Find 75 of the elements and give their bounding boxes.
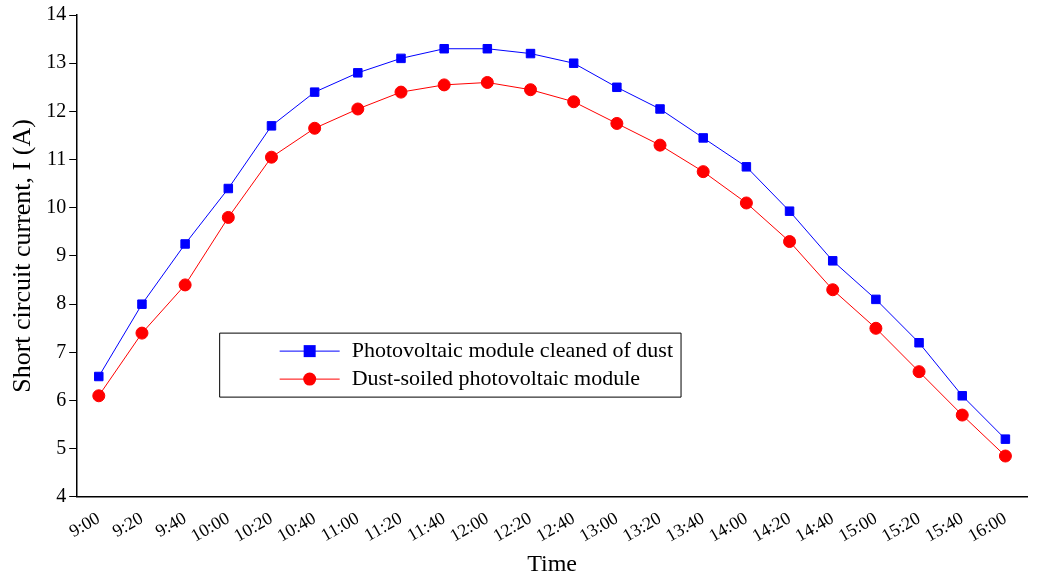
y-tick-label: 8 <box>56 291 67 314</box>
point <box>524 83 538 97</box>
y-tick-label: 11 <box>46 146 67 169</box>
point <box>394 85 408 99</box>
point <box>914 338 924 348</box>
x-tick-label: 12:20 <box>489 507 535 546</box>
point <box>396 53 406 64</box>
y-tick-label: 14 <box>46 2 67 25</box>
point <box>266 121 277 131</box>
point <box>653 138 667 152</box>
x-tick-label: 16:00 <box>964 507 1010 546</box>
x-tick-label: 9:00 <box>65 507 104 541</box>
point <box>955 408 969 422</box>
point <box>568 58 579 68</box>
point <box>610 116 624 130</box>
point <box>221 210 235 224</box>
x-tick-label: 10:40 <box>273 507 320 546</box>
y-tick-label: 4 <box>56 484 67 507</box>
point <box>480 75 494 89</box>
x-tick-label: 9:40 <box>151 507 190 541</box>
point <box>92 389 106 403</box>
point <box>567 95 581 109</box>
point <box>957 391 967 401</box>
point <box>439 44 449 54</box>
y-tick-label: 12 <box>46 98 67 121</box>
point <box>525 48 536 59</box>
point <box>871 294 881 305</box>
y-tick-label: 9 <box>56 243 67 266</box>
x-tick-label: 14:20 <box>748 507 794 546</box>
point <box>741 162 752 172</box>
point <box>223 183 234 194</box>
x-tick-label: 15:40 <box>921 507 967 546</box>
point <box>351 102 365 116</box>
x-tick-label: 10:20 <box>230 507 276 546</box>
point <box>308 121 322 135</box>
legend-label: Dust-soiled photovoltaic module <box>351 364 641 390</box>
point <box>739 196 753 210</box>
x-tick-label: 11:40 <box>403 507 449 546</box>
point <box>180 239 190 249</box>
point <box>696 165 710 179</box>
x-axis-title: Time <box>527 549 578 576</box>
y-tick-label: 7 <box>56 339 67 362</box>
point <box>612 82 622 93</box>
point <box>309 87 320 97</box>
y-tick-label: 10 <box>46 195 67 218</box>
point <box>264 150 278 164</box>
point <box>437 78 451 92</box>
point <box>1000 434 1011 444</box>
point <box>783 235 797 249</box>
x-tick-label: 9:20 <box>108 507 147 541</box>
x-tick-label: 12:00 <box>446 507 492 546</box>
x-tick-label: 13:40 <box>662 507 708 546</box>
y-tick-label: 13 <box>46 50 67 73</box>
y-tick-label: 6 <box>56 387 67 410</box>
point <box>178 278 192 292</box>
legend-label: Photovoltaic module cleaned of dust <box>351 336 674 362</box>
x-tick-label: 10:00 <box>187 507 233 546</box>
point <box>353 68 363 78</box>
point <box>784 206 795 216</box>
x-tick-label: 11:00 <box>317 507 363 546</box>
x-tick-label: 14:00 <box>705 507 751 546</box>
point <box>94 371 104 382</box>
y-axis-title: Short circuit current, I (A) <box>7 119 37 393</box>
x-tick-label: 11:20 <box>360 507 406 546</box>
point <box>137 299 147 309</box>
point <box>827 256 838 266</box>
point <box>655 104 665 114</box>
point <box>698 133 708 143</box>
point <box>482 44 493 54</box>
point <box>912 365 926 379</box>
point <box>135 326 149 340</box>
point <box>998 449 1012 463</box>
y-tick-label: 5 <box>56 436 67 459</box>
point <box>869 321 883 335</box>
point <box>826 283 840 297</box>
